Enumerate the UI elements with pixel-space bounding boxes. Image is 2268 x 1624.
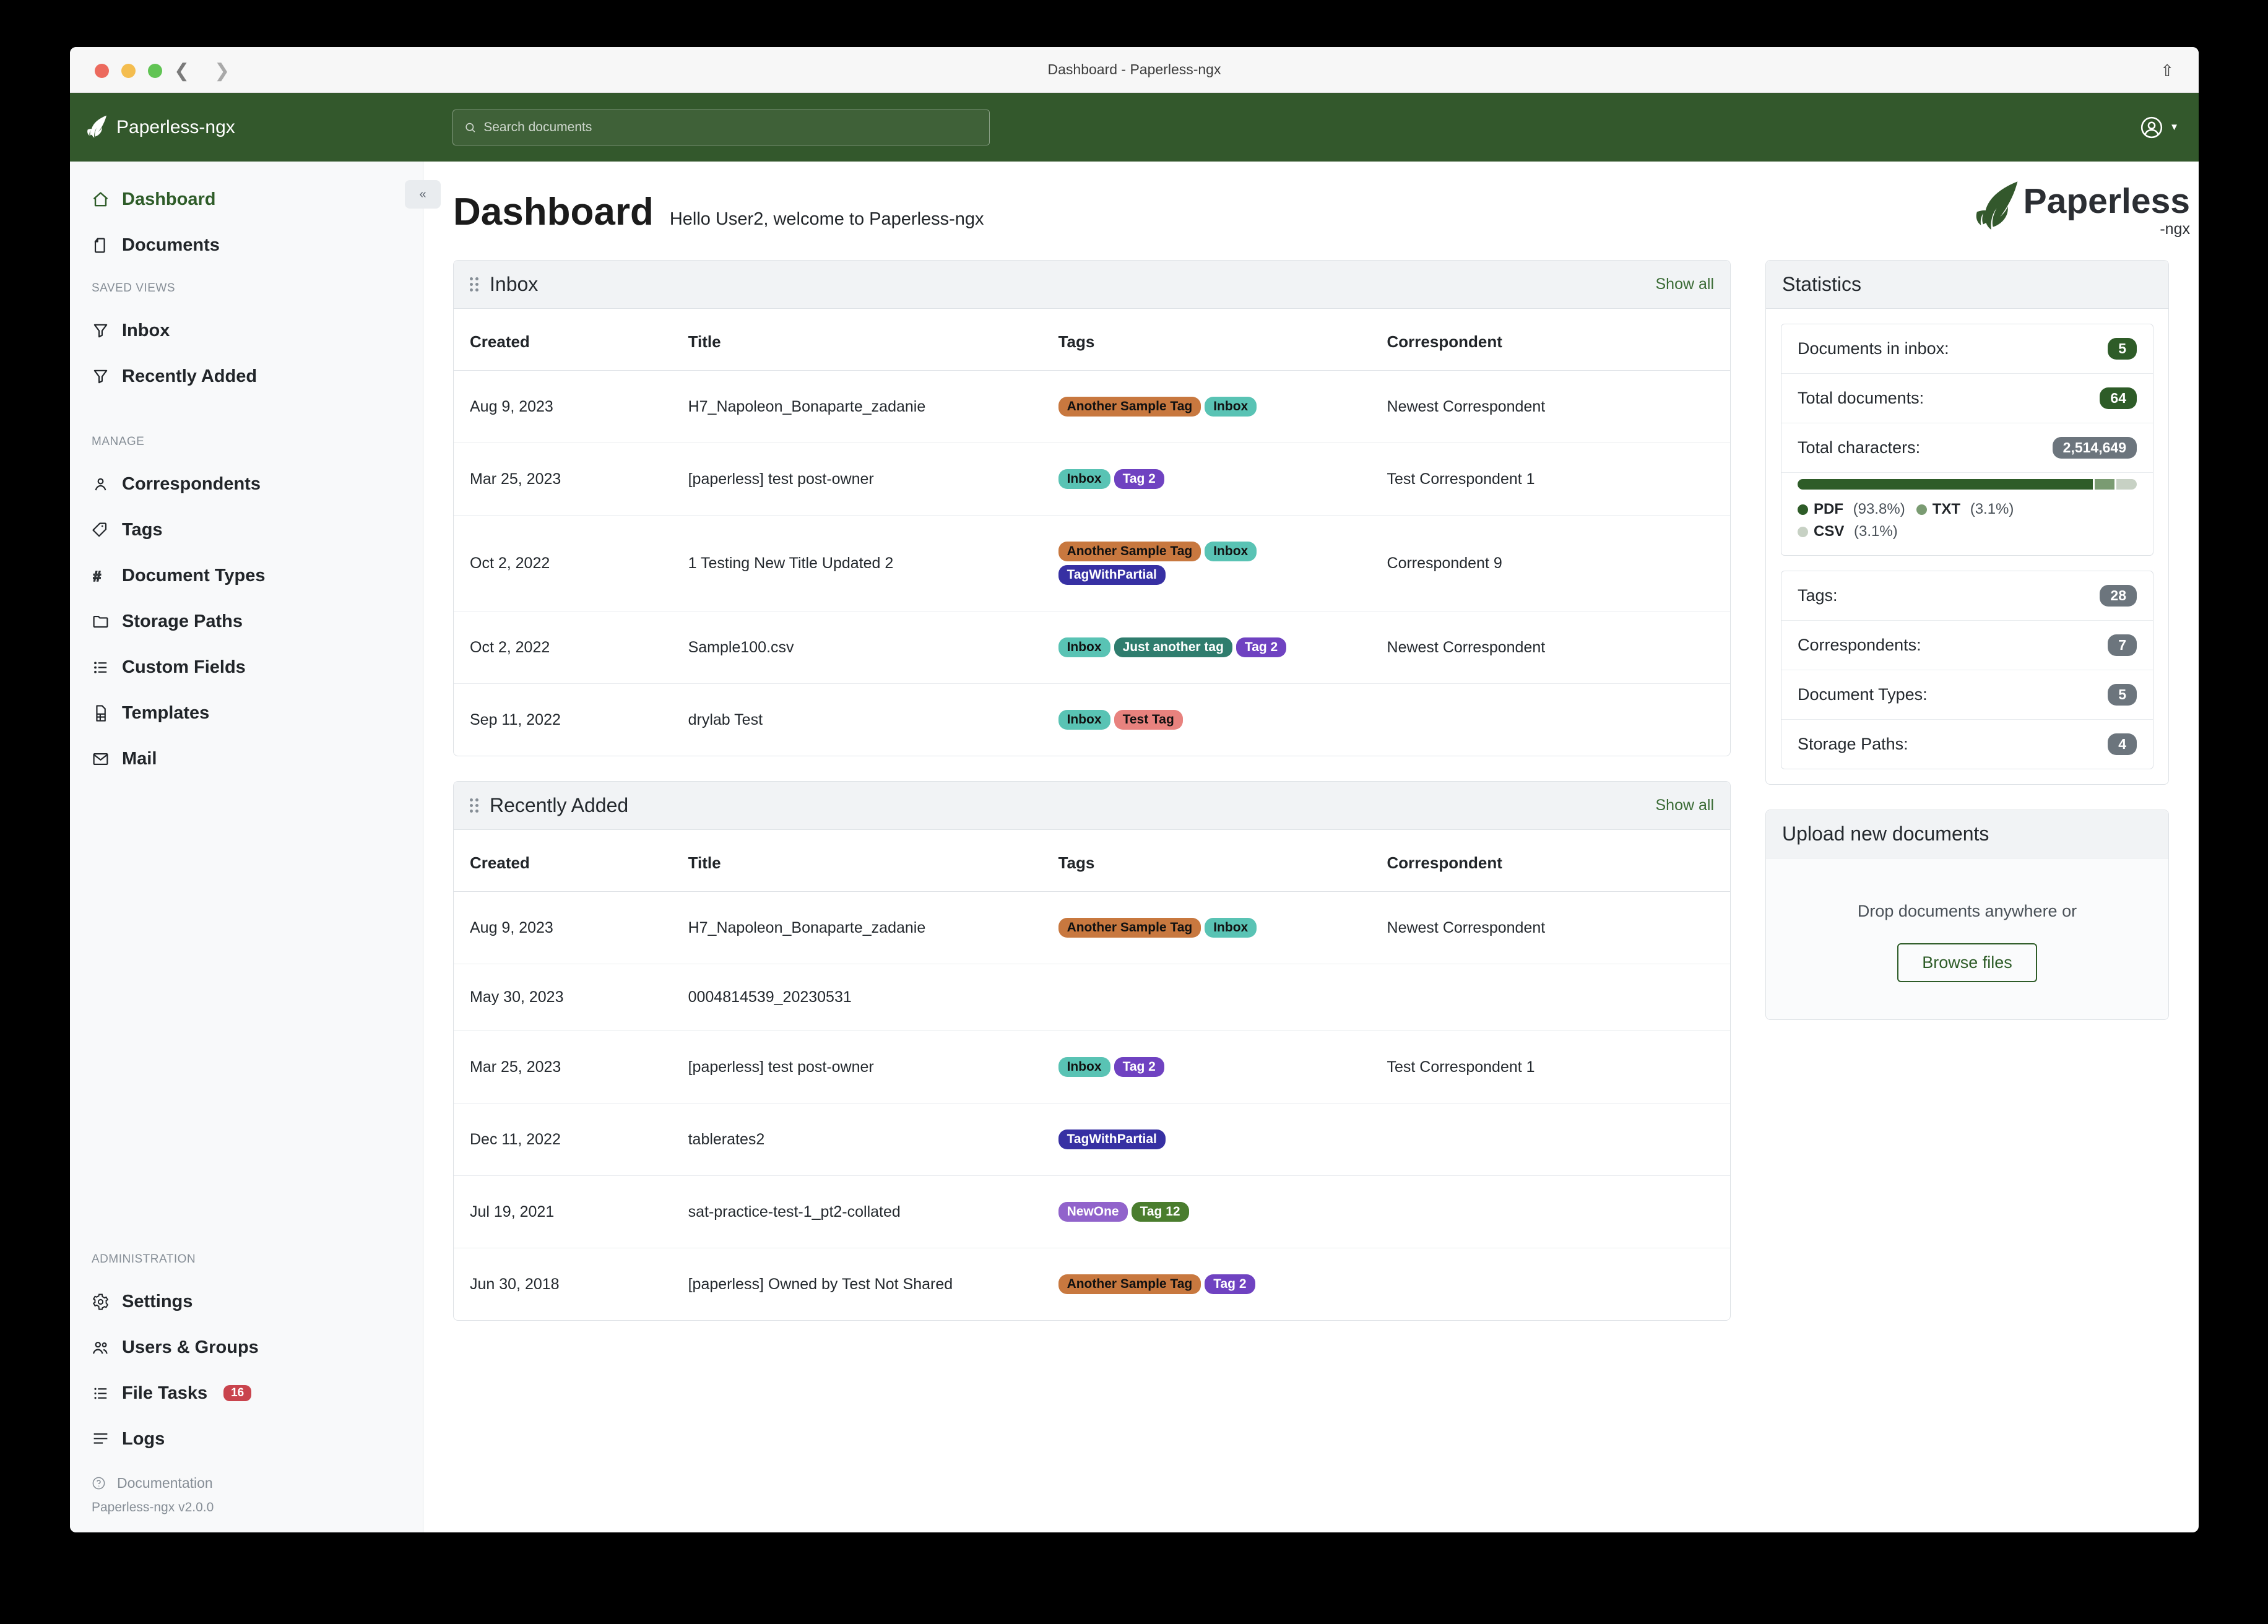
svg-text:#: # bbox=[93, 568, 101, 584]
